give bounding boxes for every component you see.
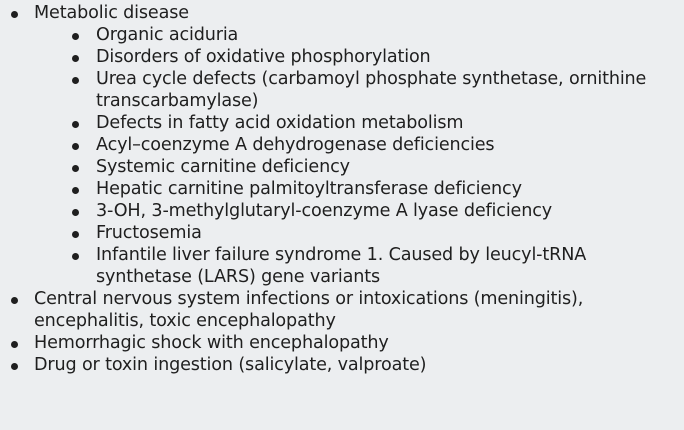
sublist-item-label: Defects in fatty acid oxidation metaboli… (96, 113, 464, 133)
bullet-icon (72, 55, 79, 62)
bullet-icon (72, 33, 79, 40)
bullet-icon (72, 187, 79, 194)
metabolic-disease-sublist: Organic aciduria Disorders of oxidative … (34, 24, 684, 288)
sublist-item: Disorders of oxidative phosphorylation (34, 46, 684, 68)
sublist-item-label: Acyl–coenzyme A dehydrogenase deficienci… (96, 135, 495, 155)
sublist-item: 3-OH, 3-methylglutaryl-coenzyme A lyase … (34, 200, 684, 222)
list-item-cns-infections: Central nervous system infections or int… (0, 288, 684, 332)
list-item-label: Hemorrhagic shock with encephalopathy (34, 333, 389, 353)
bullet-icon (11, 297, 18, 304)
sublist-item: Urea cycle defects (carbamoyl phosphate … (34, 68, 684, 112)
list-item-drug-toxin: Drug or toxin ingestion (salicylate, val… (0, 354, 684, 376)
sublist-item-label: Disorders of oxidative phosphorylation (96, 47, 431, 67)
sublist-item-label: Fructosemia (96, 223, 202, 243)
list-item-label: Central nervous system infections or int… (34, 289, 584, 331)
list-item-metabolic-disease: Metabolic disease Organic aciduria Disor… (0, 2, 684, 288)
bullet-icon (72, 209, 79, 216)
bullet-icon (72, 143, 79, 150)
sublist-item-label: Organic aciduria (96, 25, 239, 45)
sublist-item-label: Hepatic carnitine palmitoyltransferase d… (96, 179, 522, 199)
sublist-item: Hepatic carnitine palmitoyltransferase d… (34, 178, 684, 200)
sublist-item: Acyl–coenzyme A dehydrogenase deficienci… (34, 134, 684, 156)
bullet-icon (72, 231, 79, 238)
sublist-item-label: Urea cycle defects (carbamoyl phosphate … (96, 69, 647, 111)
list-item-label: Drug or toxin ingestion (salicylate, val… (34, 355, 427, 375)
bullet-icon (72, 77, 79, 84)
bullet-icon (72, 121, 79, 128)
bullet-icon (72, 253, 79, 260)
bullet-icon (11, 363, 18, 370)
sublist-item-label: Systemic carnitine deficiency (96, 157, 350, 177)
bullet-icon (11, 11, 18, 18)
list-item-label: Metabolic disease (34, 3, 189, 23)
sublist-item: Infantile liver failure syndrome 1. Caus… (34, 244, 684, 288)
sublist-item: Systemic carnitine deficiency (34, 156, 684, 178)
sublist-item: Fructosemia (34, 222, 684, 244)
sublist-item: Defects in fatty acid oxidation metaboli… (34, 112, 684, 134)
list-item-hemorrhagic-shock: Hemorrhagic shock with encephalopathy (0, 332, 684, 354)
sublist-item: Organic aciduria (34, 24, 684, 46)
main-list: Metabolic disease Organic aciduria Disor… (0, 2, 684, 376)
sublist-item-label: 3-OH, 3-methylglutaryl-coenzyme A lyase … (96, 201, 553, 221)
bullet-icon (11, 341, 18, 348)
bullet-icon (72, 165, 79, 172)
sublist-item-label: Infantile liver failure syndrome 1. Caus… (96, 245, 587, 287)
